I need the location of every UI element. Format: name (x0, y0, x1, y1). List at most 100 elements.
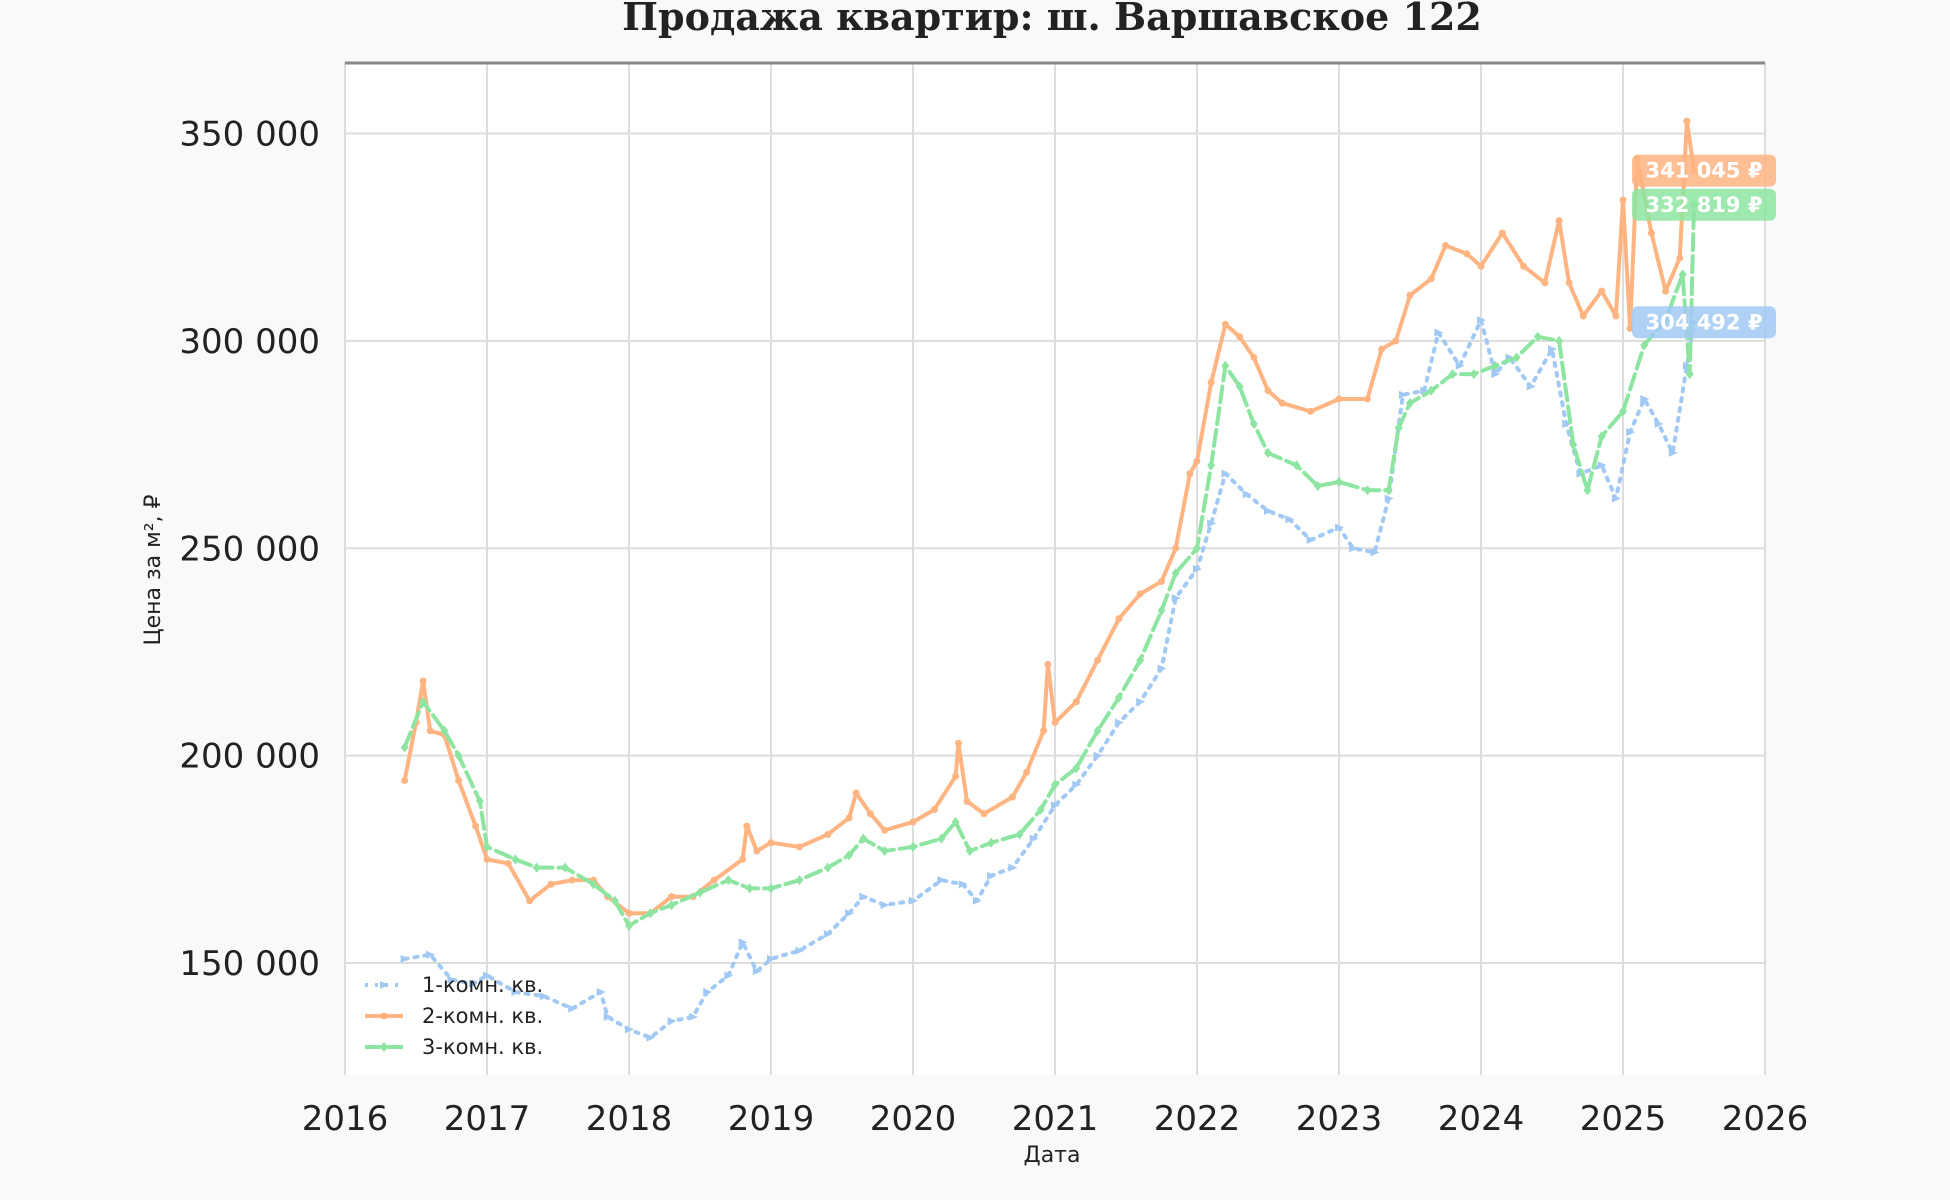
y-tick-label: 250 000 (179, 529, 320, 569)
data-point (1023, 768, 1031, 776)
data-point (1662, 287, 1670, 295)
data-point (1420, 386, 1430, 395)
data-point (952, 772, 960, 780)
legend-label: 2-комн. кв. (422, 1004, 543, 1028)
data-point (468, 979, 478, 988)
data-point (1398, 390, 1408, 399)
data-point (845, 814, 853, 822)
data-point (1157, 605, 1166, 616)
data-point (401, 777, 409, 785)
data-point (954, 739, 962, 747)
data-point (1363, 395, 1371, 403)
data-point (767, 954, 776, 963)
data-point (1136, 655, 1145, 666)
y-tick-label: 300 000 (179, 322, 320, 362)
data-point (963, 797, 971, 805)
data-point (1477, 262, 1485, 270)
data-point (1236, 333, 1244, 341)
data-point (1583, 485, 1592, 496)
data-point (1008, 863, 1018, 872)
data-point (1685, 369, 1694, 380)
data-point (1207, 460, 1216, 471)
data-point (483, 971, 492, 980)
data-point (1406, 398, 1414, 409)
data-point (1094, 656, 1102, 664)
data-point (539, 992, 549, 1001)
data-point (1442, 241, 1449, 249)
data-point (1555, 217, 1563, 225)
y-tick-label: 200 000 (179, 737, 320, 777)
data-point (1533, 331, 1542, 342)
data-point (668, 893, 676, 901)
data-point (1455, 361, 1465, 370)
data-point (1093, 751, 1103, 760)
data-point (380, 1042, 388, 1052)
data-point (823, 862, 832, 873)
data-point (1250, 353, 1258, 361)
data-point (1668, 448, 1678, 457)
data-point (1115, 615, 1123, 623)
data-point (845, 909, 855, 918)
data-point (1463, 250, 1471, 258)
data-point (1307, 407, 1315, 415)
data-point (1363, 485, 1372, 496)
data-point (1448, 369, 1457, 380)
data-point (1285, 515, 1295, 524)
data-point (646, 908, 655, 919)
y-tick-label: 150 000 (179, 944, 320, 984)
chart-title: Продажа квартир: ш. Варшавское 122 (622, 0, 1482, 39)
data-point (1384, 494, 1394, 503)
data-point (767, 839, 775, 847)
data-point (667, 1017, 677, 1026)
data-point (426, 727, 434, 735)
data-point (1427, 275, 1435, 283)
data-point (1406, 291, 1414, 299)
data-point (511, 854, 520, 865)
badge-label: 304 492 ₽ (1646, 310, 1763, 334)
series-line (402, 202, 1696, 928)
data-point (1264, 506, 1273, 515)
data-point (526, 897, 534, 905)
data-point (909, 841, 917, 852)
data-point (1157, 664, 1167, 673)
legend-label: 3-комн. кв. (422, 1035, 543, 1059)
data-point (1647, 229, 1655, 237)
data-point (795, 875, 804, 886)
data-point (1349, 544, 1359, 553)
data-point (1598, 287, 1606, 295)
badge-background (1632, 306, 1776, 339)
data-point (1392, 337, 1400, 345)
data-point (1036, 804, 1045, 815)
data-point (767, 883, 775, 894)
data-point (472, 822, 480, 830)
data-point (795, 946, 805, 955)
data-point (951, 817, 960, 827)
data-point (589, 879, 598, 890)
data-point (625, 1025, 634, 1034)
data-point (1619, 196, 1627, 204)
legend: 1-комн. кв. 2-комн. кв. 3-комн. кв. (365, 973, 543, 1059)
data-point (1171, 594, 1181, 603)
data-point (1678, 269, 1687, 280)
data-point (1384, 485, 1393, 496)
data-point (1469, 369, 1478, 380)
last-value-badge: 304 492 ₽ (1632, 306, 1776, 339)
data-point (859, 892, 869, 901)
data-point (1008, 793, 1016, 801)
data-point (1193, 543, 1201, 554)
data-point (625, 920, 633, 931)
data-point (1520, 262, 1528, 270)
data-point (1186, 470, 1194, 478)
data-point (1626, 428, 1636, 437)
data-point (646, 1033, 656, 1042)
badge-label: 332 819 ₽ (1646, 193, 1763, 217)
data-point (1335, 395, 1343, 403)
data-point (426, 950, 436, 959)
data-point (1597, 431, 1606, 442)
data-point (380, 981, 389, 989)
data-point (1264, 387, 1272, 395)
data-point (1015, 829, 1024, 840)
badge-label: 341 045 ₽ (1646, 159, 1763, 183)
data-point (1264, 447, 1272, 458)
data-point (1158, 577, 1165, 585)
